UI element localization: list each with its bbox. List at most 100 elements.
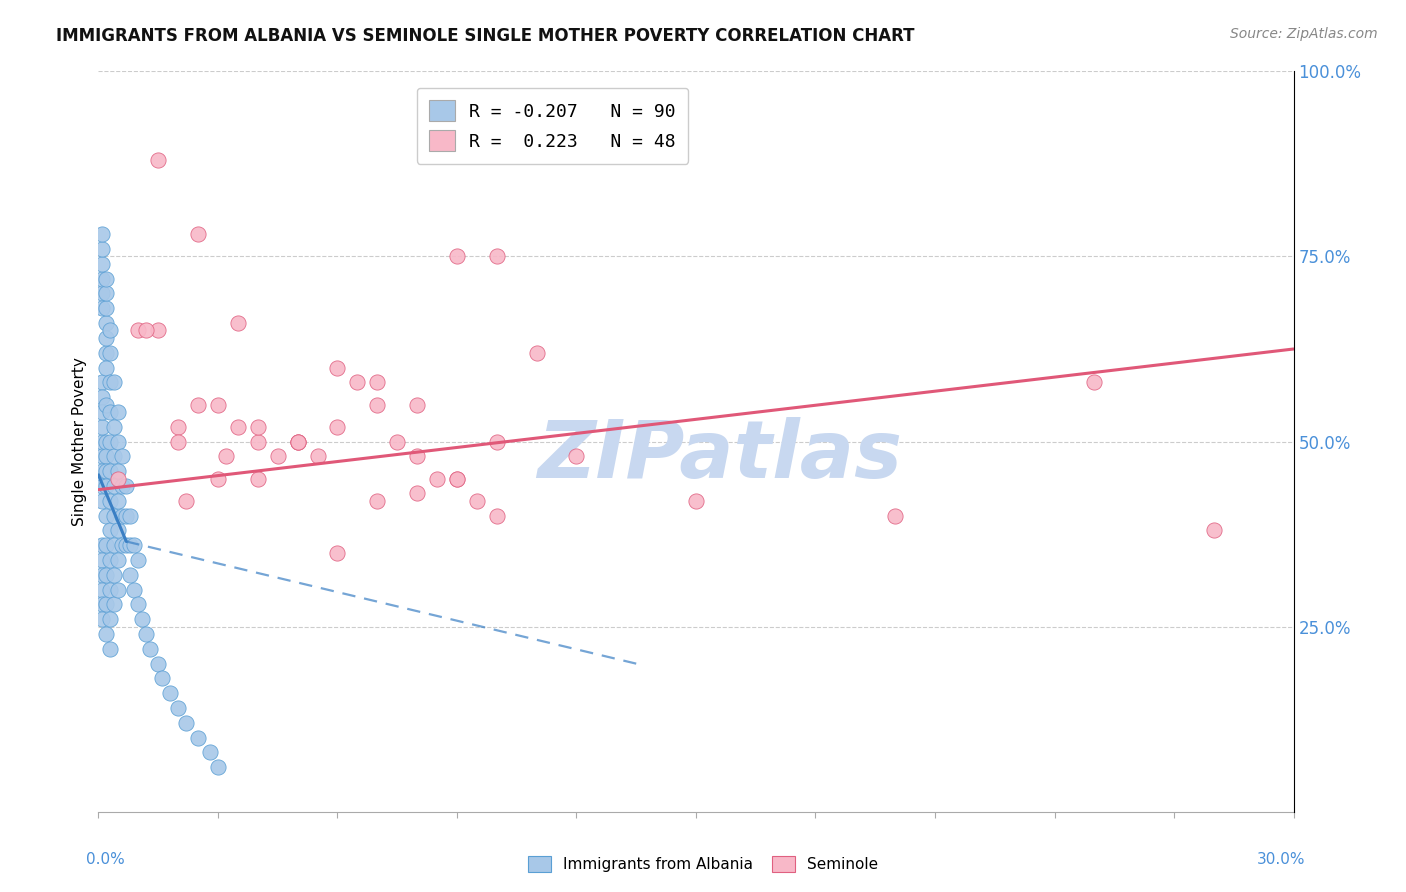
- Point: [120, 567, 142, 582]
- Y-axis label: Single Mother Poverty: Single Mother Poverty: [72, 357, 87, 526]
- Point: [685, 493, 707, 508]
- Point: [91, 598, 114, 612]
- Point: [267, 450, 290, 464]
- Point: [135, 627, 157, 641]
- Point: [115, 538, 138, 552]
- Point: [91, 582, 114, 597]
- Point: [96, 331, 118, 345]
- Point: [103, 598, 125, 612]
- Point: [91, 390, 114, 404]
- Text: Source: ZipAtlas.com: Source: ZipAtlas.com: [1230, 27, 1378, 41]
- Point: [91, 538, 114, 552]
- Point: [103, 508, 125, 523]
- Point: [91, 464, 114, 478]
- Point: [148, 324, 170, 338]
- Point: [98, 434, 122, 449]
- Point: [96, 345, 118, 359]
- Point: [115, 479, 138, 493]
- Point: [96, 301, 118, 316]
- Point: [465, 493, 488, 508]
- Point: [98, 345, 122, 359]
- Point: [346, 376, 368, 390]
- Point: [103, 479, 125, 493]
- Point: [107, 434, 129, 449]
- Point: [326, 419, 349, 434]
- Point: [96, 464, 118, 478]
- Point: [103, 567, 125, 582]
- Point: [107, 464, 129, 478]
- Point: [366, 376, 388, 390]
- Point: [103, 450, 125, 464]
- Point: [148, 657, 170, 671]
- Point: [91, 405, 114, 419]
- Point: [446, 471, 468, 485]
- Point: [246, 419, 269, 434]
- Point: [148, 153, 170, 168]
- Point: [98, 582, 122, 597]
- Point: [174, 493, 197, 508]
- Point: [96, 271, 118, 285]
- Point: [96, 598, 118, 612]
- Point: [485, 250, 508, 264]
- Point: [226, 316, 249, 330]
- Text: 30.0%: 30.0%: [1257, 853, 1306, 867]
- Point: [139, 641, 162, 656]
- Point: [103, 538, 125, 552]
- Point: [111, 450, 134, 464]
- Point: [127, 324, 149, 338]
- Point: [107, 471, 129, 485]
- Point: [103, 419, 125, 434]
- Point: [207, 398, 229, 412]
- Point: [187, 731, 209, 745]
- Point: [485, 508, 508, 523]
- Point: [91, 286, 114, 301]
- Point: [124, 582, 146, 597]
- Point: [96, 360, 118, 375]
- Point: [366, 398, 388, 412]
- Point: [111, 508, 134, 523]
- Point: [565, 450, 588, 464]
- Text: IMMIGRANTS FROM ALBANIA VS SEMINOLE SINGLE MOTHER POVERTY CORRELATION CHART: IMMIGRANTS FROM ALBANIA VS SEMINOLE SING…: [56, 27, 915, 45]
- Text: 0.0%: 0.0%: [87, 853, 125, 867]
- Point: [127, 553, 149, 567]
- Point: [96, 567, 118, 582]
- Point: [366, 493, 388, 508]
- Point: [98, 524, 122, 538]
- Point: [884, 508, 907, 523]
- Point: [167, 434, 190, 449]
- Point: [485, 434, 508, 449]
- Point: [167, 419, 190, 434]
- Point: [124, 538, 146, 552]
- Point: [96, 538, 118, 552]
- Point: [167, 701, 190, 715]
- Point: [426, 471, 449, 485]
- Point: [98, 553, 122, 567]
- Point: [96, 508, 118, 523]
- Point: [246, 434, 269, 449]
- Point: [96, 286, 118, 301]
- Legend: Immigrants from Albania, Seminole: Immigrants from Albania, Seminole: [520, 848, 886, 880]
- Point: [111, 538, 134, 552]
- Point: [198, 746, 221, 760]
- Point: [107, 553, 129, 567]
- Legend: R = -0.207   N = 90, R =  0.223   N = 48: R = -0.207 N = 90, R = 0.223 N = 48: [416, 87, 689, 164]
- Point: [446, 471, 468, 485]
- Point: [246, 471, 269, 485]
- Point: [174, 715, 197, 730]
- Point: [406, 450, 429, 464]
- Point: [91, 612, 114, 626]
- Point: [98, 405, 122, 419]
- Point: [91, 419, 114, 434]
- Point: [98, 641, 122, 656]
- Point: [98, 493, 122, 508]
- Point: [187, 398, 209, 412]
- Point: [150, 672, 173, 686]
- Point: [226, 419, 249, 434]
- Text: ZIPatlas: ZIPatlas: [537, 417, 903, 495]
- Point: [120, 508, 142, 523]
- Point: [326, 546, 349, 560]
- Point: [91, 567, 114, 582]
- Point: [307, 450, 329, 464]
- Point: [96, 434, 118, 449]
- Point: [207, 471, 229, 485]
